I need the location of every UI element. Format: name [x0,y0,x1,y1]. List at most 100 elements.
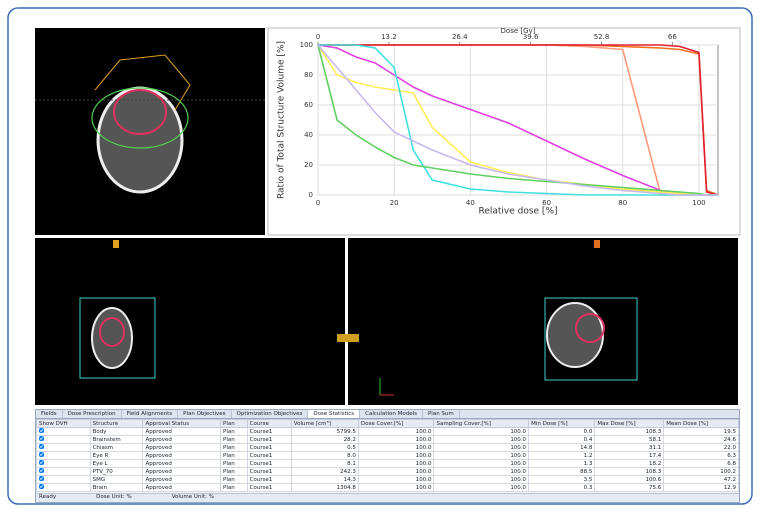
table-cell: Course1 [247,444,291,452]
table-cell: 6.3 [664,452,739,460]
show-dvh-checkbox[interactable] [39,452,44,457]
y-tick-label: 0 [309,191,313,199]
tab[interactable]: Fields [36,410,63,418]
tab[interactable]: Calculation Models [360,410,423,418]
table-cell: Plan [221,468,248,476]
tab[interactable]: Field Alignments [122,410,179,418]
show-dvh-cell [37,484,91,492]
table-cell: 1304.8 [291,484,358,492]
show-dvh-cell [37,452,91,460]
tab[interactable]: Dose Prescription [63,410,122,418]
column-header: Course [247,420,291,428]
table-cell: 100.0 [434,476,529,484]
marker [113,240,119,248]
table-row: Eye LApprovedPlanCourse18.1100.0100.01.3… [37,460,739,468]
table-cell: 75.6 [595,484,664,492]
tab[interactable]: Plan Objectives [178,410,231,418]
table-cell: 0.5 [291,444,358,452]
table-cell: Plan [221,484,248,492]
table-cell: 24.6 [664,436,739,444]
table-cell: Course1 [247,428,291,436]
table-cell: Course1 [247,476,291,484]
marker [594,240,600,248]
column-header: Plan [221,420,248,428]
table-cell: Brainstem [90,436,143,444]
statistics-table: Show DVHStructureApproval StatusPlanCour… [36,419,739,492]
show-dvh-checkbox[interactable] [39,444,44,449]
table-cell: Plan [221,428,248,436]
show-dvh-checkbox[interactable] [39,476,44,481]
column-header: Max Dose [%] [595,420,664,428]
table-cell: 100.0 [434,452,529,460]
table-cell: 100.0 [358,460,434,468]
table-cell: 100.0 [358,436,434,444]
screen: Ratio of Total Structure Volume [%] Rela… [0,0,762,510]
y-tick-label: 60 [304,101,313,109]
x2-tick-label: 66 [668,33,677,41]
table-cell: Plan [221,436,248,444]
table-cell: Plan [221,452,248,460]
coronal-view [35,238,345,405]
show-dvh-checkbox[interactable] [39,428,44,433]
table-cell: 0.3 [529,484,595,492]
table-cell: Course1 [247,452,291,460]
show-dvh-cell [37,444,91,452]
x-tick-label: 0 [316,199,320,207]
show-dvh-cell [37,428,91,436]
x-tick-label: 20 [390,199,399,207]
show-dvh-checkbox[interactable] [39,484,44,489]
show-dvh-checkbox[interactable] [39,468,44,473]
status-item: Volume Unit: % [172,494,214,502]
plot-area [318,45,718,195]
x2-tick-label: 13.2 [381,33,397,41]
dose-statistics: FieldsDose PrescriptionField AlignmentsP… [35,409,740,503]
table-cell: 100.6 [595,476,664,484]
table-cell: 1.3 [529,460,595,468]
table-cell: PTV_70 [90,468,143,476]
table-cell: 47.2 [664,476,739,484]
table-cell: Chiasm [90,444,143,452]
show-dvh-cell [37,460,91,468]
show-dvh-cell [37,476,91,484]
table-cell: 17.4 [595,452,664,460]
show-dvh-checkbox[interactable] [39,460,44,465]
x-tick-label: 80 [618,199,627,207]
table-cell: Brain [90,484,143,492]
table-cell: 100.0 [434,484,529,492]
column-header: Sampling Cover.[%] [434,420,529,428]
table-cell: 100.0 [358,484,434,492]
y-tick-label: 40 [304,131,313,139]
table-cell: 100.2 [664,468,739,476]
tab[interactable]: Optimization Objectives [232,410,309,418]
table-cell: 8.0 [291,452,358,460]
table-cell: Body [90,428,143,436]
table-cell: 1.2 [529,452,595,460]
table-cell: Plan [221,460,248,468]
tab[interactable]: Plan Sum [423,410,460,418]
table-cell: 19.5 [664,428,739,436]
table-cell: Approved [143,460,221,468]
table-cell: 28.2 [291,436,358,444]
tab[interactable]: Dose Statistics [308,410,360,418]
x-tick-label: 40 [466,199,475,207]
table-cell: 108.3 [595,468,664,476]
x-axis-label: Relative dose [%] [478,207,557,217]
show-dvh-checkbox[interactable] [39,436,44,441]
y-tick-label: 100 [300,41,313,49]
x2-tick-label: 52.8 [594,33,610,41]
table-cell: 100.0 [358,468,434,476]
show-dvh-cell [37,436,91,444]
table-cell: Approved [143,436,221,444]
table-cell: 100.0 [358,428,434,436]
table-cell: 100.0 [434,428,529,436]
show-dvh-cell [37,468,91,476]
table-cell: Approved [143,452,221,460]
table-cell: 12.9 [664,484,739,492]
table-cell: 6.8 [664,460,739,468]
x-tick-label: 60 [542,199,551,207]
